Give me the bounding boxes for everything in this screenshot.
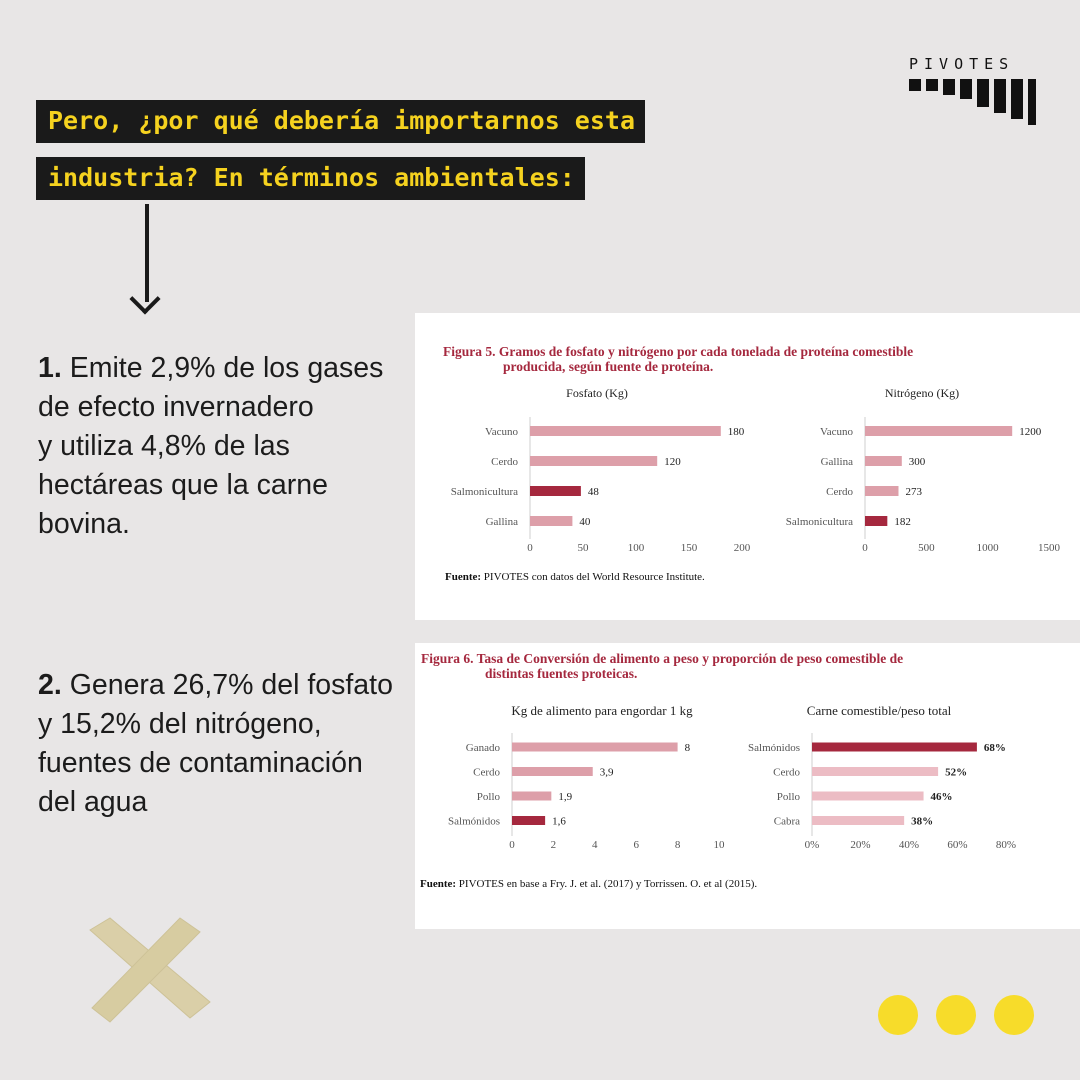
- value-label: 68%: [984, 742, 1006, 754]
- figure-6-title-1: Figura 6. Tasa de Conversión de alimento…: [421, 651, 904, 666]
- brand-name: PIVOTES: [909, 55, 1015, 73]
- value-label: 182: [894, 516, 911, 528]
- chart-4: Carne comestible/peso total Salmónidos 68%…: [748, 703, 1016, 851]
- category-label: Salmónidos: [448, 816, 500, 828]
- category-label: Vacuno: [485, 426, 518, 438]
- category-label: Cerdo: [826, 486, 853, 498]
- bar: [530, 486, 581, 496]
- figure-6-charts: Kg de alimento para engordar 1 kg Ganado 8…: [448, 703, 1016, 851]
- bar: [530, 516, 573, 526]
- tick-label: 4: [592, 839, 598, 851]
- figure-5-source: Fuente: PIVOTES con datos del World Reso…: [445, 571, 705, 583]
- tick-label: 150: [681, 542, 698, 554]
- tick-label: 500: [918, 542, 935, 554]
- tick-label: 0: [862, 542, 868, 554]
- bar: [812, 816, 905, 825]
- value-label: 3,9: [600, 767, 614, 779]
- figure-5-panel: Figura 5. Gramos de fosfato y nitrógeno …: [415, 313, 1080, 620]
- tick-label: 100: [628, 542, 645, 554]
- value-label: 120: [664, 456, 681, 468]
- dot-icon: [994, 995, 1034, 1035]
- bar: [512, 742, 678, 752]
- tick-label: 2: [551, 839, 557, 851]
- category-label: Salmonicultura: [786, 516, 853, 528]
- bar: [512, 767, 593, 776]
- headline-line-1: Pero, ¿por qué debería importarnos esta: [36, 100, 645, 143]
- bar: [812, 767, 939, 776]
- headline-line-2: industria? En términos ambientales:: [36, 157, 585, 200]
- value-label: 38%: [911, 816, 933, 828]
- value-label: 1,6: [552, 816, 566, 828]
- value-label: 46%: [931, 791, 953, 803]
- value-label: 1200: [1019, 426, 1041, 438]
- figure-6-panel: Figura 6. Tasa de Conversión de alimento…: [415, 643, 1080, 929]
- tick-label: 200: [734, 542, 751, 554]
- bar: [530, 456, 658, 466]
- bar: [812, 742, 977, 752]
- value-label: 40: [579, 516, 591, 528]
- dot-icon: [878, 995, 918, 1035]
- chart-title: Carne comestible/peso total: [807, 703, 952, 718]
- tick-label: 50: [578, 542, 590, 554]
- category-label: Gallina: [486, 516, 518, 528]
- figure-6-source: Fuente: PIVOTES en base a Fry. J. et al.…: [420, 878, 758, 890]
- category-label: Salmonicultura: [451, 486, 518, 498]
- category-label: Pollo: [477, 791, 501, 803]
- value-label: 48: [588, 486, 600, 498]
- tape-cross-decoration: [89, 917, 211, 1023]
- logo-bars-icon: [909, 79, 1037, 129]
- tick-label: 40%: [899, 839, 919, 851]
- figure-5-title-2: producida, según fuente de proteína.: [503, 359, 714, 374]
- figure-5-charts: Fosfato (Kg) Vacuno 180 Cerdo 120 Salmonicult…: [451, 386, 1061, 554]
- tick-label: 80%: [996, 839, 1016, 851]
- value-label: 180: [728, 426, 745, 438]
- category-label: Ganado: [466, 742, 501, 754]
- figure-5-title-1: Figura 5. Gramos de fosfato y nitrógeno …: [443, 344, 914, 359]
- figure-6-title-2: distintas fuentes proteicas.: [485, 666, 638, 681]
- tick-label: 1000: [977, 542, 1000, 554]
- category-label: Cerdo: [773, 767, 800, 779]
- category-label: Cerdo: [491, 456, 518, 468]
- value-label: 300: [909, 456, 926, 468]
- chart-title: Nitrógeno (Kg): [885, 386, 959, 400]
- value-label: 8: [685, 742, 691, 754]
- point-2: 2. Genera 26,7% del fosfato y 15,2% del …: [38, 669, 393, 818]
- point-1: 1. Emite 2,9% de los gases de efecto inv…: [38, 352, 384, 540]
- tick-label: 60%: [947, 839, 967, 851]
- bar: [812, 791, 924, 801]
- category-label: Cabra: [774, 816, 800, 828]
- bar: [530, 426, 721, 436]
- chart-title: Kg de alimento para engordar 1 kg: [511, 703, 693, 718]
- value-label: 52%: [945, 767, 967, 779]
- tick-label: 10: [714, 839, 726, 851]
- tick-label: 1500: [1038, 542, 1061, 554]
- bar: [865, 516, 888, 526]
- tick-label: 20%: [850, 839, 870, 851]
- chart-title: Fosfato (Kg): [566, 386, 628, 400]
- bar: [865, 426, 1013, 436]
- category-label: Pollo: [777, 791, 801, 803]
- category-label: Salmónidos: [748, 742, 800, 754]
- bar: [512, 816, 546, 825]
- category-label: Vacuno: [820, 426, 853, 438]
- bar: [865, 486, 899, 496]
- tick-label: 0%: [805, 839, 820, 851]
- tick-label: 0: [509, 839, 515, 851]
- tick-label: 8: [675, 839, 681, 851]
- pivotes-logo: PIVOTES: [905, 55, 1037, 125]
- bar: [512, 791, 552, 801]
- dot-icon: [936, 995, 976, 1035]
- value-label: 273: [905, 486, 922, 498]
- chart-3: Kg de alimento para engordar 1 kg Ganado 8…: [448, 703, 725, 851]
- category-label: Gallina: [821, 456, 853, 468]
- category-label: Cerdo: [473, 767, 500, 779]
- bar: [865, 456, 902, 466]
- chart-1: Fosfato (Kg) Vacuno 180 Cerdo 120 Salmonicult…: [451, 386, 751, 554]
- chart-2: Nitrógeno (Kg) Vacuno 1200 Gallina 300 Cerdo 2…: [786, 386, 1061, 554]
- tick-label: 6: [633, 839, 639, 851]
- arrow-head-icon: [129, 283, 161, 315]
- tick-label: 0: [527, 542, 533, 554]
- value-label: 1,9: [558, 791, 572, 803]
- down-arrow-icon: [145, 204, 149, 302]
